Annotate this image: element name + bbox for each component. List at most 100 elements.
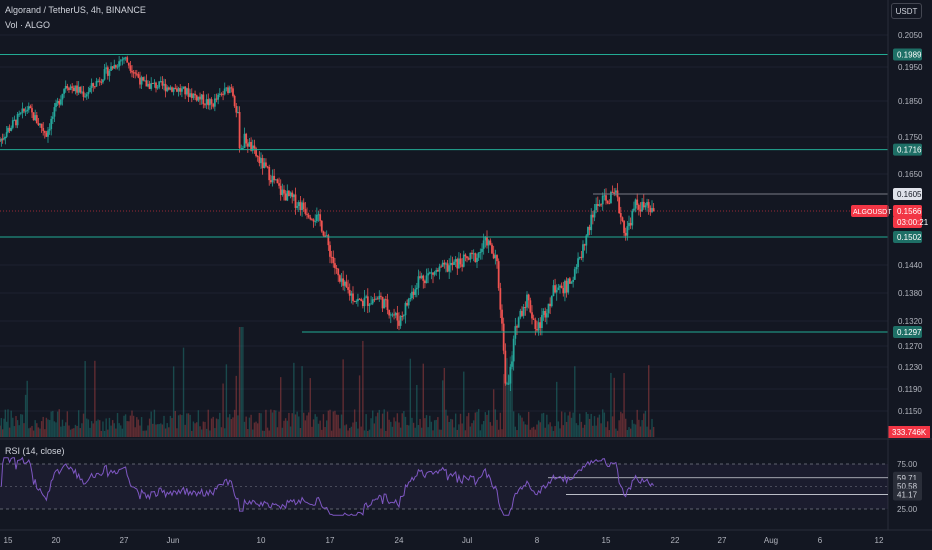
volume-bar — [71, 428, 73, 437]
volume-bar — [237, 415, 239, 437]
candle-body — [56, 100, 59, 104]
candle-body — [45, 132, 48, 137]
volume-bar — [459, 413, 462, 437]
candle-body — [389, 314, 392, 316]
candle-body — [159, 81, 162, 83]
volume-bar — [50, 411, 52, 437]
candle-body — [16, 114, 19, 126]
volume-bar — [365, 414, 367, 437]
volume-bar — [0, 425, 1, 437]
volume-bar — [87, 419, 90, 437]
candle-body — [126, 57, 129, 63]
volume-bar — [222, 383, 224, 437]
volume-bar — [204, 421, 206, 437]
candle-body — [451, 262, 454, 265]
candle-body — [306, 213, 308, 215]
volume-bar — [214, 428, 216, 437]
price-label-text: 0.1716 — [897, 146, 922, 155]
candle-body — [34, 115, 37, 121]
candle-body — [92, 83, 95, 87]
rsi-line — [0, 456, 655, 516]
volume-bar — [511, 351, 513, 437]
volume-bar — [532, 426, 535, 437]
volume-bar — [219, 412, 221, 437]
candles — [0, 55, 655, 391]
volume-bar — [412, 422, 415, 437]
price-tick-label: 0.1850 — [898, 97, 923, 106]
candle-body — [23, 108, 25, 112]
candle-body — [406, 303, 408, 306]
volume-bar — [406, 424, 408, 437]
candle-body — [623, 220, 625, 233]
volume-bar — [606, 421, 609, 437]
candle-body — [531, 312, 533, 319]
volume-bar — [252, 429, 254, 437]
volume-bar — [560, 411, 563, 437]
candle-body — [646, 202, 648, 206]
candle-body — [499, 288, 502, 310]
candle-body — [542, 311, 545, 315]
volume-bar — [92, 423, 94, 437]
volume-bar — [517, 413, 520, 437]
candle-body — [491, 244, 493, 254]
candle-body — [184, 86, 187, 95]
volume-bar — [304, 420, 307, 437]
candle-body — [225, 87, 228, 89]
volume-bar — [107, 429, 109, 437]
candle-body — [507, 383, 510, 385]
volume-bar — [84, 361, 86, 437]
candle-body — [621, 217, 624, 221]
volume-bar — [192, 421, 195, 437]
volume-bar — [69, 429, 72, 437]
candle-body — [454, 259, 457, 262]
volume-bar — [552, 430, 555, 437]
volume-bar — [446, 415, 449, 437]
time-tick-label: 27 — [718, 536, 727, 545]
candle-body — [19, 112, 22, 114]
volume-bar — [169, 415, 172, 437]
volume-bar — [306, 415, 308, 437]
price-label-text: 0.1989 — [897, 51, 922, 60]
volume-bar — [546, 414, 548, 437]
candle-body — [381, 296, 384, 309]
candle-body — [151, 82, 154, 84]
candle-body — [325, 235, 328, 237]
volume-bar — [118, 423, 120, 437]
volume-bar — [161, 424, 164, 437]
candle-body — [0, 138, 3, 141]
candle-body — [481, 248, 483, 252]
candle-body — [583, 244, 586, 246]
volume-bar — [283, 420, 285, 437]
price-tick-label: 0.1440 — [898, 261, 923, 270]
volume-bar — [150, 411, 152, 437]
candle-body — [348, 289, 351, 296]
candle-body — [399, 315, 402, 326]
candle-body — [420, 275, 423, 278]
candle-body — [15, 119, 17, 126]
volume-bar — [15, 416, 17, 437]
candle-body — [164, 83, 167, 92]
candle-body — [47, 130, 49, 137]
candle-body — [260, 158, 262, 164]
time-tick-label: Jul — [462, 536, 472, 545]
volume-bar — [163, 415, 165, 437]
candle-body — [600, 204, 602, 206]
candle-body — [240, 148, 243, 150]
price-label-tag — [893, 48, 922, 61]
volume-bar — [288, 412, 290, 437]
currency-button[interactable]: USDT — [891, 3, 922, 19]
candle-body — [131, 70, 133, 73]
rsi-pane — [0, 456, 888, 516]
candle-body — [494, 255, 497, 259]
candle-body — [458, 258, 460, 269]
volume-bar — [491, 425, 493, 437]
volume-bar — [429, 415, 431, 437]
candle-body — [544, 311, 547, 318]
price-label-text: 0.1605 — [897, 190, 922, 199]
candle-body — [340, 278, 343, 282]
volume-bar — [432, 430, 434, 437]
candle-body — [358, 298, 361, 300]
volume-bar — [100, 430, 103, 437]
candle-body — [628, 222, 630, 227]
